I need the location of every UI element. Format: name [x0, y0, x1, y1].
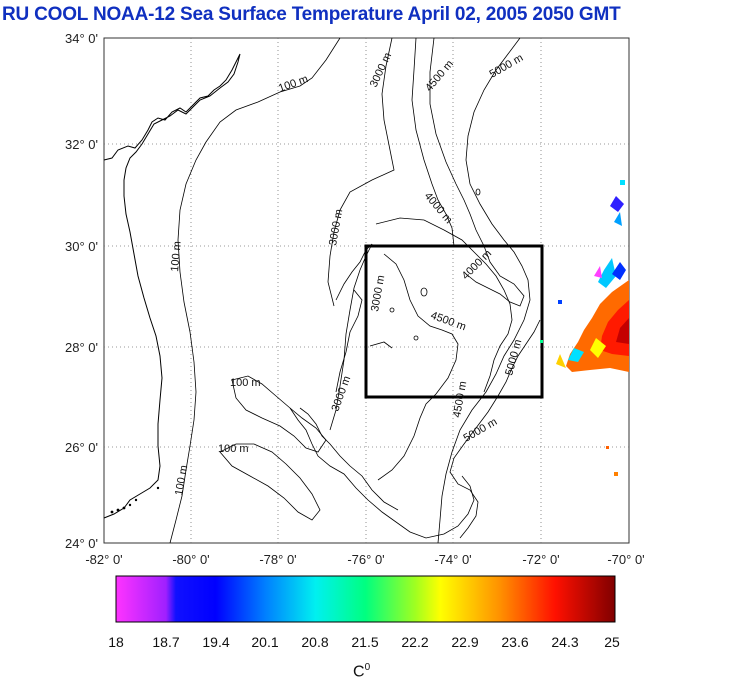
lat-label: 26° 0' [65, 440, 98, 455]
lat-label: 32° 0' [65, 137, 98, 152]
longitude-labels: -82° 0' -80° 0' -78° 0' -76° 0' -74° 0' … [85, 552, 644, 567]
colorbar-tick: 21.5 [351, 634, 378, 650]
lon-label: -70° 0' [607, 552, 644, 567]
colorbar-tick: 22.9 [451, 634, 478, 650]
bathy-label: 100 m [173, 464, 190, 496]
colorbar-tick: 24.3 [551, 634, 578, 650]
bahamas-banks [219, 243, 475, 539]
colorbar-tick: 25 [604, 634, 620, 650]
colorbar-tick: 22.2 [401, 634, 428, 650]
colorbar-tick: 18.7 [152, 634, 179, 650]
florida-keys [110, 486, 160, 514]
seamounts [369, 188, 481, 349]
analysis-box [364, 244, 544, 399]
isobath-100m-florida [169, 37, 341, 544]
lat-label: 24° 0' [65, 536, 98, 551]
latitude-labels: 34° 0' 32° 0' 30° 0' 28° 0' 26° 0' 24° 0… [65, 31, 98, 551]
lat-label: 28° 0' [65, 340, 98, 355]
florida-coastline [103, 53, 241, 519]
lon-label: -82° 0' [85, 552, 122, 567]
lon-label: -76° 0' [347, 552, 384, 567]
bathy-label: 100 m [230, 377, 261, 389]
lon-label: -74° 0' [434, 552, 471, 567]
unit-label: C [353, 663, 365, 681]
unit-superscript: 0 [364, 662, 371, 673]
colorbar-tick: 23.6 [501, 634, 528, 650]
colorbar-tick: 20.8 [301, 634, 328, 650]
sst-pixels [540, 180, 629, 476]
colorbar-tick-labels: 18 18.7 19.4 20.1 20.8 21.5 22.2 22.9 23… [108, 634, 620, 650]
colorbar-tick: 19.4 [202, 634, 229, 650]
deep-isobaths [327, 37, 541, 544]
lat-label: 30° 0' [65, 239, 98, 254]
lon-label: -80° 0' [172, 552, 209, 567]
sst-map: 100 m 100 m 100 m 100 m 100 m 3000 m 300… [65, 31, 645, 567]
bathy-label: 100 m [169, 241, 184, 273]
colorbar-tick: 20.1 [251, 634, 278, 650]
lon-label: -78° 0' [259, 552, 296, 567]
colorbar-tick: 18 [108, 634, 124, 650]
bathy-label: 100 m [218, 443, 249, 455]
colorbar-unit: C0 [353, 662, 370, 681]
map-title: RU COOL NOAA-12 Sea Surface Temperature … [2, 4, 621, 25]
lat-label: 34° 0' [65, 31, 98, 46]
lon-label: -72° 0' [522, 552, 559, 567]
